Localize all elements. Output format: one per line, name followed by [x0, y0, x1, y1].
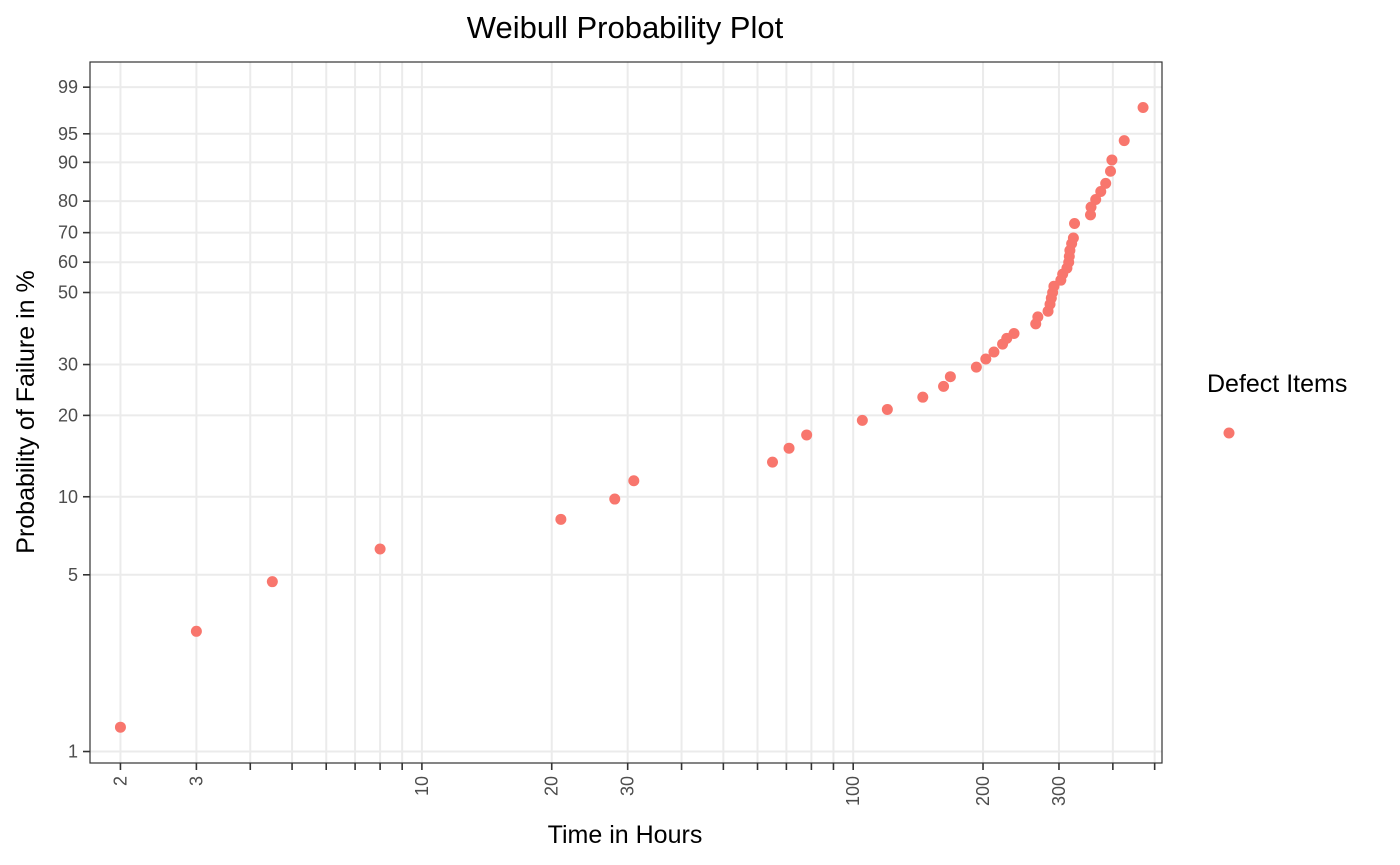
data-point [881, 403, 893, 415]
data-point [114, 721, 126, 733]
legend-key-point [1223, 427, 1235, 439]
x-tick-label: 30 [618, 776, 638, 796]
x-tick-label: 2 [110, 776, 130, 786]
y-tick-label: 30 [58, 355, 78, 375]
data-point [1069, 218, 1081, 230]
y-tick-label: 50 [58, 283, 78, 303]
axis-ticks: 2 3 10 20 30 100 200 300 1 5 10 20 30 50 60 70 80 90 95 99 [58, 77, 1156, 806]
data-point [1118, 135, 1130, 147]
data-point [917, 391, 929, 403]
data-point [1106, 154, 1118, 166]
data-point [988, 346, 1000, 358]
y-tick-label: 90 [58, 152, 78, 172]
y-tick-label: 99 [58, 77, 78, 97]
y-tick-label: 5 [68, 565, 78, 585]
data-point [266, 576, 278, 588]
x-tick-label: 100 [843, 776, 863, 806]
data-point [767, 456, 779, 468]
data-point [1100, 177, 1112, 189]
plot-panel-frame [89, 61, 1163, 764]
y-axis-title: Probability of Failure in % [12, 270, 40, 553]
x-axis-title: Time in Hours [548, 821, 703, 849]
data-point [1067, 232, 1079, 244]
y-tick-label: 10 [58, 487, 78, 507]
data-point [944, 371, 956, 383]
data-point [970, 361, 982, 373]
data-point [783, 442, 795, 454]
chart-title: Weibull Probability Plot [467, 10, 784, 45]
legend-title: Defect Items [1207, 370, 1347, 398]
x-tick-label: 200 [973, 776, 993, 806]
y-tick-label: 1 [68, 742, 78, 762]
data-point [609, 493, 621, 505]
y-tick-label: 20 [58, 405, 78, 425]
y-tick-label: 95 [58, 124, 78, 144]
data-point [1032, 311, 1044, 323]
data-point [1008, 328, 1020, 340]
data-point [1095, 185, 1107, 197]
x-tick-label: 3 [186, 776, 206, 786]
data-point [980, 353, 992, 365]
legend: Defect Items [1207, 370, 1347, 439]
grid-lines [90, 62, 1162, 763]
y-tick-label: 80 [58, 191, 78, 211]
data-point [801, 429, 813, 441]
x-tick-label: 300 [1049, 776, 1069, 806]
data-point [628, 475, 640, 487]
data-point [1137, 102, 1149, 114]
x-tick-label: 10 [412, 776, 432, 796]
x-tick-label: 20 [542, 776, 562, 796]
data-point [1090, 193, 1102, 205]
data-point [555, 513, 567, 525]
data-point [1105, 165, 1117, 177]
y-tick-label: 70 [58, 223, 78, 243]
data-point [374, 543, 386, 555]
data-points [114, 102, 1149, 733]
data-point [856, 414, 868, 426]
data-point [190, 625, 202, 637]
data-point [938, 380, 950, 392]
y-tick-label: 60 [58, 252, 78, 272]
